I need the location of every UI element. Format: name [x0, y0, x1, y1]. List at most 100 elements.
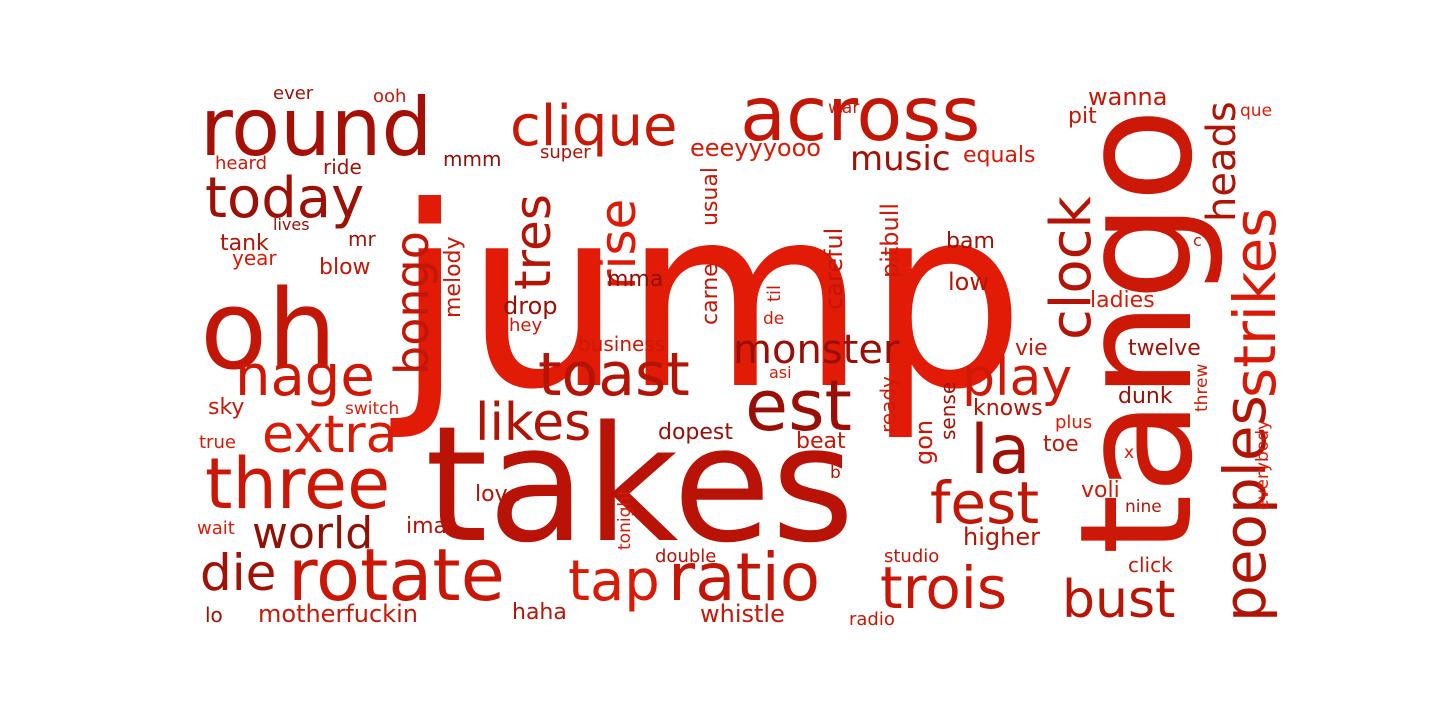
- word-dopest: dopest: [658, 420, 733, 445]
- word-vie: vie: [1015, 336, 1048, 361]
- word-clique: clique: [510, 94, 677, 159]
- word-twelve: twelve: [1128, 336, 1201, 361]
- word-bongo: bongo: [385, 231, 439, 375]
- word-til: til: [764, 285, 785, 302]
- word-business: business: [578, 332, 665, 356]
- word-takes: takes: [425, 391, 855, 578]
- word-tonight: tonight: [615, 489, 635, 550]
- word-pit: pit: [1068, 104, 1097, 129]
- word-est: est: [745, 365, 852, 447]
- word-equals: equals: [963, 143, 1036, 168]
- word-studio: studio: [884, 546, 939, 567]
- word-across: across: [740, 70, 980, 158]
- word-c: c: [1193, 231, 1202, 250]
- word-tres: tres: [504, 194, 562, 290]
- word-true: true: [199, 432, 236, 453]
- word-double: double: [655, 546, 716, 567]
- word-extra: extra: [262, 405, 397, 465]
- word-dunk: dunk: [1118, 384, 1173, 409]
- word-usual: usual: [698, 167, 723, 226]
- word-wait: wait: [197, 518, 235, 539]
- word-tap: tap: [568, 549, 660, 614]
- word-nage: nage: [235, 344, 375, 409]
- word-ladies: ladies: [1090, 288, 1155, 313]
- word-voli: voli: [1081, 478, 1120, 503]
- word-pitbull: pitbull: [876, 203, 904, 278]
- word-peoples: peoples: [1211, 395, 1279, 622]
- word-music: music: [850, 139, 951, 179]
- word-wanna: wanna: [1088, 83, 1167, 111]
- word-motherfuckin: motherfuckin: [258, 600, 418, 628]
- word-la: la: [970, 411, 1031, 490]
- word-nine: nine: [1125, 497, 1162, 517]
- word-ooh: ooh: [373, 86, 406, 107]
- word-higher: higher: [963, 523, 1040, 551]
- word-knows: knows: [973, 396, 1043, 421]
- word-bust: bust: [1062, 570, 1175, 630]
- word-clock: clock: [1039, 196, 1104, 340]
- word-click: click: [1128, 553, 1173, 577]
- word-plus: plus: [1055, 412, 1092, 433]
- word-mr: mr: [348, 227, 376, 251]
- word-mmm: mmm: [443, 147, 501, 171]
- word-fest: fest: [930, 469, 1039, 537]
- word-threw: threw: [1192, 363, 1212, 412]
- word-love: love: [475, 482, 521, 507]
- word-beat: beat: [796, 429, 846, 454]
- word-de: de: [763, 309, 784, 329]
- word-today: today: [205, 166, 364, 231]
- word-tango: tango: [1046, 108, 1227, 555]
- word-bam: bam: [946, 229, 995, 254]
- word-blow: blow: [319, 255, 371, 280]
- word-haha: haha: [512, 600, 567, 625]
- word-que: que: [1240, 101, 1272, 121]
- word-radio: radio: [849, 609, 895, 630]
- word-mma: mma: [607, 267, 663, 292]
- word-toe: toe: [1043, 432, 1079, 457]
- word-b: b: [830, 463, 841, 483]
- word-toast: toast: [538, 340, 690, 410]
- word-rotate: rotate: [288, 533, 505, 617]
- word-trois: trois: [880, 554, 1007, 622]
- word-monster: monster: [733, 327, 900, 373]
- word-sky: sky: [208, 395, 244, 420]
- word-switch: switch: [345, 399, 399, 419]
- word-tank: tank: [220, 231, 269, 256]
- word-everybody: everybody: [1253, 420, 1273, 510]
- word-round: round: [200, 81, 432, 174]
- word-ride: ride: [323, 155, 362, 179]
- word-ima: ima: [406, 514, 447, 539]
- word-three: three: [205, 443, 390, 525]
- word-jump: jump: [390, 153, 1025, 444]
- word-gon: gon: [910, 420, 938, 465]
- word-ready: ready: [876, 376, 900, 433]
- word-year: year: [232, 246, 277, 270]
- word-low: low: [948, 268, 989, 296]
- word-l: l: [235, 122, 240, 143]
- word-drop: drop: [503, 292, 558, 320]
- word-lo: lo: [205, 603, 223, 627]
- word-die: die: [200, 544, 276, 602]
- word-hey: hey: [509, 315, 542, 336]
- word-oh: oh: [200, 266, 337, 394]
- word-play: play: [962, 348, 1072, 408]
- word-heard: heard: [215, 153, 267, 174]
- word-world: world: [252, 508, 373, 559]
- word-heads: heads: [1199, 101, 1245, 222]
- word-super: super: [540, 142, 591, 163]
- word-asi: asi: [769, 363, 792, 382]
- word-rise: rise: [589, 199, 647, 290]
- word-war: war: [828, 98, 859, 118]
- word-sense: sense: [936, 382, 960, 440]
- word-ratio: ratio: [668, 539, 820, 616]
- word-x: x: [1124, 443, 1134, 463]
- word-ever: ever: [273, 83, 314, 104]
- word-eeeyyyooo: eeeyyyooo: [690, 134, 821, 162]
- word-strikes: strikes: [1221, 208, 1289, 398]
- word-likes: likes: [475, 393, 591, 453]
- word-whistle: whistle: [700, 600, 785, 628]
- word-careful: careful: [820, 228, 848, 310]
- word-carne: carne: [698, 263, 723, 325]
